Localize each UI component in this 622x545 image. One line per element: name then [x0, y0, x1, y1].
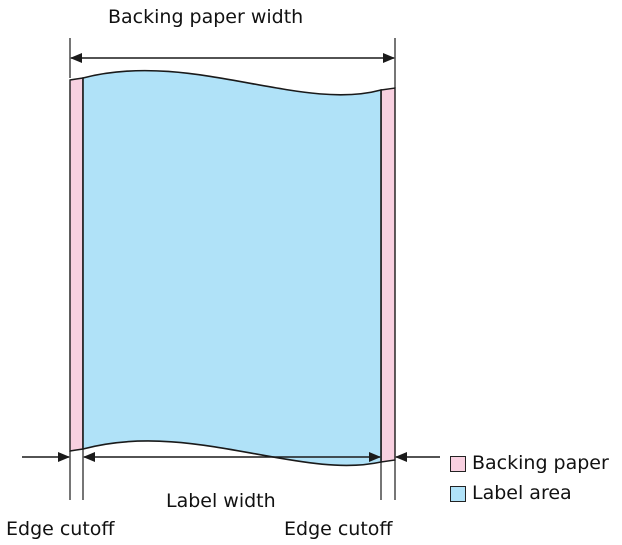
label-area-swatch: [450, 485, 466, 502]
backing-paper-left-strip: [69, 77, 84, 452]
backing-paper-right-strip: [380, 87, 396, 463]
legend-backing-paper-label: Backing paper: [472, 452, 609, 474]
edge-cutoff-right-label: Edge cutoff: [284, 518, 393, 540]
legend-label-area-label: Label area: [472, 482, 572, 504]
legend-backing-paper: Backing paper: [450, 454, 609, 473]
backing-paper-width-label: Backing paper width: [108, 6, 304, 28]
edge-cutoff-left-label: Edge cutoff: [6, 518, 115, 540]
label-width-label: Label width: [166, 490, 276, 512]
label-area-sheet: [82, 69, 382, 467]
backing-paper-swatch: [450, 455, 466, 472]
legend-label-area: Label area: [450, 484, 572, 503]
